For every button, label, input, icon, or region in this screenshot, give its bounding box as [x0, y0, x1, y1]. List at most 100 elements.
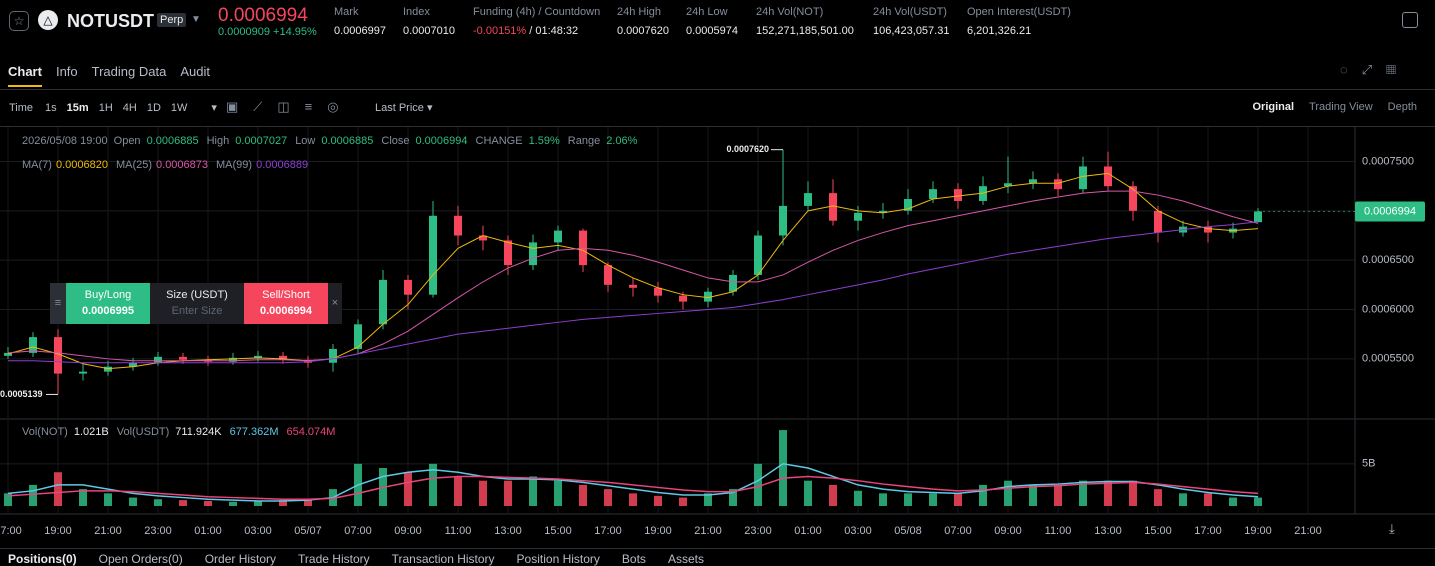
tool-icons[interactable]: ▣⟋◫≡◎ [226, 99, 354, 114]
volume-bar [204, 500, 212, 506]
view-option[interactable]: Trading View [1309, 101, 1373, 113]
stat-value: 152,271,185,501.00 [756, 25, 854, 37]
volume-bar [254, 500, 262, 506]
buy-label: Buy/Long [84, 289, 132, 301]
sell-label: Sell/Short [262, 289, 310, 301]
candle-body [54, 337, 62, 374]
candle-body [554, 230, 562, 243]
candle-body [679, 295, 687, 302]
tab[interactable]: Audit [180, 64, 210, 79]
stat-value-row: 0.0006997 [334, 25, 386, 37]
settings-icon[interactable] [1402, 12, 1418, 28]
x-tick-label: 13:00 [494, 525, 522, 537]
candle-body [429, 215, 437, 295]
buy-button[interactable]: Buy/Long 0.0006995 [66, 283, 150, 324]
ma-line [8, 221, 1259, 364]
tab[interactable]: Trading Data [91, 64, 167, 79]
candle-body [779, 205, 787, 236]
tab[interactable]: Chart [8, 64, 42, 87]
chart-icons[interactable]: ◌⤢▦ [1340, 62, 1411, 77]
trade-widget: ≡ Buy/Long 0.0006995 Size (USDT) Enter Siz… [50, 283, 342, 324]
ma-name: MA(99) [216, 159, 253, 171]
vol-label: Vol(NOT) [22, 426, 68, 438]
x-tick-label: 05/08 [894, 525, 922, 537]
volume-bar [829, 484, 837, 506]
contract-badge: Perp [157, 13, 187, 27]
x-tick-label: 01:00 [194, 525, 222, 537]
x-tick-label: 21:00 [94, 525, 122, 537]
bottom-tab[interactable]: Bots [621, 552, 646, 566]
x-tick-label: 19:00 [644, 525, 672, 537]
volume-bar [904, 493, 912, 506]
interval[interactable]: 1s [45, 101, 57, 114]
close-button[interactable]: × [328, 283, 342, 324]
stat-value: 0.0007620 [617, 25, 669, 37]
candle-body [29, 337, 37, 353]
stat-value: 0.0007010 [403, 25, 455, 37]
volume-bar [979, 484, 987, 506]
volume-bar [79, 489, 87, 506]
bottom-tab[interactable]: Transaction History [391, 552, 495, 566]
interval[interactable]: 15m [66, 101, 89, 114]
y-tick-label: 0.0005500 [1362, 353, 1414, 365]
candle-body [754, 235, 762, 275]
stat-label: 24h Vol(NOT) [756, 6, 824, 18]
stat-label: Funding (4h) / Countdown [473, 6, 601, 18]
bottom-tab[interactable]: Trade History [298, 552, 370, 566]
volume-bar [429, 463, 437, 506]
volume-bar [129, 497, 137, 506]
drag-handle[interactable]: ≡ [50, 283, 66, 324]
tab[interactable]: Info [55, 64, 78, 79]
candle-body [604, 265, 612, 285]
volume-bar [779, 430, 787, 506]
interval[interactable]: 1H [98, 101, 113, 114]
volume-bar [404, 472, 412, 506]
vol-ma-value: 654.074M [286, 426, 336, 438]
legend-label: Open [113, 135, 141, 147]
ma-value: 0.0006820 [55, 159, 108, 171]
favorite-star[interactable]: ☆ [9, 11, 29, 31]
volume-bar [704, 493, 712, 506]
interval[interactable]: 1D [146, 101, 161, 114]
stat-value: 6,201,326.21 [967, 25, 1032, 37]
volume-bar [1254, 497, 1262, 506]
volume-bar [154, 499, 162, 506]
volume-bar [504, 480, 512, 506]
interval-caret[interactable]: ▾ [211, 102, 217, 114]
legend-label: High [206, 135, 230, 147]
size-input[interactable]: Size (USDT) Enter Size [150, 283, 244, 324]
scroll-icon[interactable]: ⤓ [1389, 521, 1395, 536]
bottom-tab[interactable]: Positions(0) [8, 552, 77, 566]
interval[interactable]: 1W [170, 101, 188, 114]
volume-bar [1079, 480, 1087, 506]
price-type[interactable]: Last Price ▾ [375, 102, 433, 114]
volume-bar [1204, 493, 1212, 506]
bottom-tab[interactable]: Order History [204, 552, 277, 566]
bottom-tab[interactable]: Open Orders(0) [98, 552, 183, 566]
interval[interactable]: Time [9, 101, 34, 114]
volume-bar [679, 497, 687, 506]
volume-bar [1179, 493, 1187, 506]
view-option[interactable]: Original [1252, 101, 1295, 113]
view-option[interactable]: Depth [1387, 101, 1417, 113]
price-change: 0.0000909 +14.95% [218, 26, 317, 38]
x-tick-label: 05/07 [294, 525, 322, 537]
dropdown-caret[interactable]: ▼ [191, 14, 201, 25]
legend-label: CHANGE [475, 135, 523, 147]
bottom-tab[interactable]: Position History [516, 552, 600, 566]
x-tick-label: 17:00 [0, 525, 22, 537]
interval[interactable]: 4H [122, 101, 137, 114]
x-tick-label: 21:00 [1294, 525, 1322, 537]
sell-button[interactable]: Sell/Short 0.0006994 [244, 283, 328, 324]
x-tick-label: 01:00 [794, 525, 822, 537]
candle-body [1129, 186, 1137, 211]
bottom-tab[interactable]: Assets [667, 552, 704, 566]
volume-bar [529, 476, 537, 506]
min-label: 0.0005139 [0, 389, 43, 399]
symbol[interactable]: NOTUSDT [67, 11, 154, 31]
ma-line [7, 190, 1259, 362]
stat-value-row: 0.0007620 [617, 25, 669, 37]
volume-bar [229, 501, 237, 506]
legend-value: 2.06% [606, 135, 638, 147]
